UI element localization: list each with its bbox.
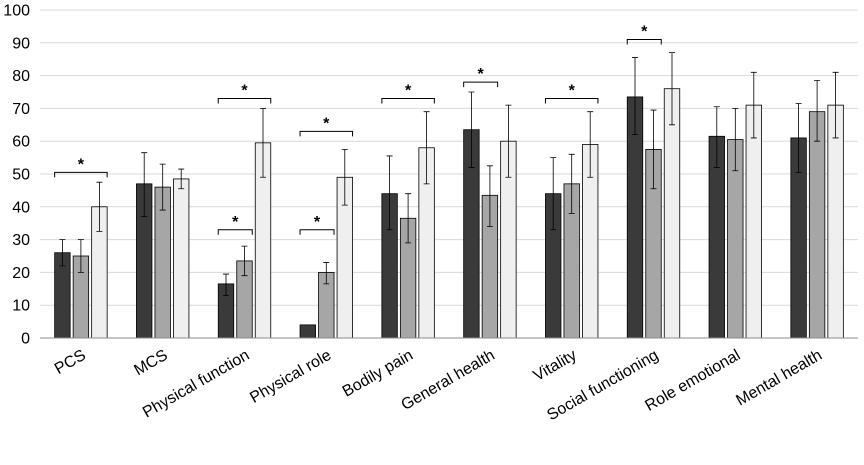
- error-bar-4-series-2: [323, 262, 330, 285]
- significance-label-8: *: [569, 83, 576, 100]
- error-bar-8-series-1: [632, 57, 638, 136]
- significance-bracket-2: [217, 229, 253, 235]
- significance-bracket-9: [626, 39, 662, 45]
- significance-label-9: *: [641, 24, 648, 41]
- significance-label-2: *: [232, 214, 239, 231]
- error-bar-3-series-3: [260, 108, 266, 178]
- error-bar-3-series-1: [223, 273, 229, 296]
- bar-10-series-2: [808, 111, 826, 339]
- y-tick-label-40: 40: [12, 199, 30, 216]
- error-bar-6-series-3: [505, 104, 512, 178]
- significance-brackets: * * * * * * * * *: [54, 24, 662, 235]
- error-bar-3-series-2: [241, 245, 248, 277]
- error-bar-4-series-3: [341, 149, 348, 206]
- bars: [54, 88, 844, 339]
- y-tick-label-10: 10: [12, 298, 30, 315]
- error-bar-8-series-2: [650, 109, 657, 190]
- significance-label-1: *: [78, 156, 85, 173]
- x-tick-label-10: Mental health: [733, 347, 825, 410]
- significance-label-5: *: [323, 115, 330, 132]
- significance-bracket-5: [299, 130, 354, 137]
- x-tick-label-1: PCS: [52, 347, 89, 378]
- y-tick-label-20: 20: [12, 265, 30, 282]
- bar-2-series-3: [173, 178, 190, 339]
- bar-9-series-3: [745, 104, 762, 339]
- error-bar-7-series-3: [587, 111, 594, 178]
- y-axis-tick-labels: 0 10 20 30 40 50 60 70 80 90 100: [3, 3, 30, 348]
- significance-bracket-4: [299, 229, 335, 235]
- error-bar-10-series-1: [795, 103, 802, 173]
- error-bar-9-series-2: [732, 108, 739, 172]
- error-bar-5-series-2: [405, 193, 412, 244]
- error-bar-6-series-1: [468, 91, 475, 168]
- error-bar-1-series-1: [59, 239, 66, 267]
- y-tick-label-0: 0: [21, 331, 30, 348]
- significance-bracket-6: [381, 98, 435, 104]
- y-tick-label-100: 100: [3, 3, 30, 20]
- error-bar-2-series-2: [159, 163, 166, 211]
- significance-bracket-7: [463, 81, 499, 88]
- error-bar-2-series-3: [178, 168, 185, 190]
- significance-label-6: *: [405, 83, 412, 100]
- significance-label-4: *: [314, 214, 321, 231]
- x-tick-label-7: Vitality: [531, 347, 580, 385]
- y-tick-label-80: 80: [12, 68, 30, 85]
- error-bar-9-series-3: [750, 71, 757, 139]
- x-tick-label-2: MCS: [131, 347, 170, 380]
- error-bar-2-series-1: [141, 152, 148, 218]
- bar-8-series-3: [663, 88, 681, 339]
- significance-label-7: *: [478, 66, 485, 83]
- significance-bracket-1: [54, 171, 108, 178]
- significance-bracket-3: [217, 98, 272, 104]
- error-bar-9-series-1: [713, 106, 720, 168]
- error-bar-5-series-3: [423, 111, 430, 185]
- significance-label-3: *: [241, 83, 248, 100]
- error-bars: [59, 52, 839, 296]
- x-tick-label-5: Bodily pain: [340, 347, 416, 401]
- error-bar-5-series-1: [386, 155, 393, 231]
- bar-4-series-1: [299, 324, 316, 339]
- y-tick-label-90: 90: [12, 35, 30, 52]
- significance-bracket-8: [544, 98, 599, 104]
- y-tick-label-50: 50: [12, 167, 30, 184]
- y-tick-label-30: 30: [12, 232, 30, 249]
- error-bar-10-series-2: [814, 80, 821, 142]
- error-bar-10-series-3: [832, 71, 839, 139]
- error-bar-7-series-1: [550, 157, 557, 231]
- x-tick-label-4: Physical role: [247, 347, 334, 407]
- error-bar-1-series-2: [77, 239, 84, 273]
- bar-10-series-3: [827, 104, 844, 339]
- y-tick-label-60: 60: [12, 134, 30, 151]
- error-bar-7-series-2: [568, 153, 575, 214]
- error-bar-1-series-3: [96, 181, 103, 232]
- error-bar-6-series-2: [486, 165, 493, 227]
- error-bar-8-series-3: [669, 52, 675, 126]
- y-tick-label-70: 70: [12, 101, 30, 118]
